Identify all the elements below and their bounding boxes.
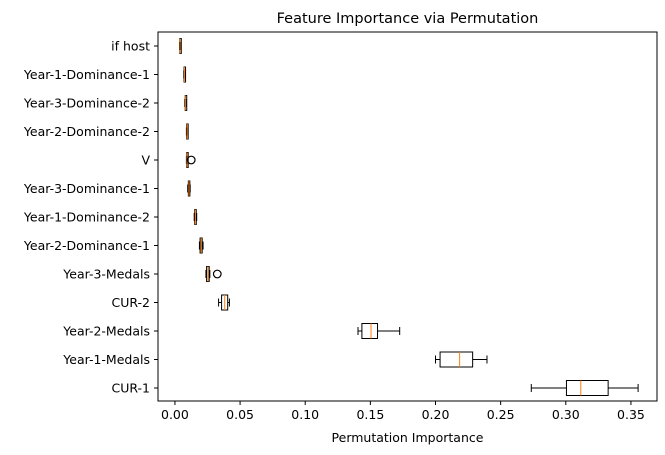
- y-tick-label: Year-3-Medals: [62, 267, 150, 282]
- x-tick-label: 0.05: [226, 407, 254, 422]
- flier-point: [186, 155, 196, 165]
- box-12: [530, 380, 639, 396]
- box-5: [187, 180, 191, 197]
- y-tick-label: if host: [111, 39, 150, 54]
- y-tick-label: CUR-1: [111, 381, 150, 396]
- box-6: [193, 209, 198, 225]
- x-tick-label: 0.15: [356, 407, 384, 422]
- box-2: [184, 95, 188, 111]
- box-1: [183, 66, 187, 83]
- y-tick-label: Year-3-Dominance-2: [23, 96, 150, 111]
- y-tick-label: Year-1-Dominance-1: [23, 67, 150, 82]
- box-8: [205, 266, 222, 282]
- y-axis-ticks: if host Year-1-Dominance-1 Year-3-Dominanc…: [23, 39, 158, 396]
- y-tick-label: Year-3-Dominance-1: [23, 181, 150, 196]
- x-tick-label: 0.10: [291, 407, 319, 422]
- x-axis-label: Permutation Importance: [332, 430, 484, 445]
- x-tick-label: 0.35: [617, 407, 645, 422]
- box-7: [198, 237, 204, 254]
- plot-area-frame: [157, 31, 658, 402]
- box-iqr: [361, 323, 379, 339]
- y-tick-label: Year-2-Dominance-2: [23, 124, 150, 139]
- x-tick-label: 0.00: [161, 407, 189, 422]
- box-11: [435, 351, 488, 368]
- box-group: [178, 38, 639, 396]
- box-10: [357, 323, 401, 339]
- x-tick-label: 0.30: [552, 407, 580, 422]
- y-tick-label: V: [141, 153, 150, 168]
- y-tick-label: Year-2-Medals: [62, 324, 150, 339]
- box-3: [185, 123, 189, 140]
- y-tick-label: Year-1-Dominance-2: [23, 210, 150, 225]
- x-tick-label: 0.25: [487, 407, 515, 422]
- box-4: [185, 152, 196, 168]
- x-tick-label: 0.20: [422, 407, 450, 422]
- flier-point: [212, 269, 222, 279]
- y-tick-label: CUR-2: [111, 295, 150, 310]
- box-iqr: [565, 380, 609, 396]
- y-tick-label: Year-1-Medals: [62, 352, 150, 367]
- box-0: [178, 38, 182, 54]
- x-axis-ticks: 0.00 0.05 0.10 0.15 0.20 0.25 0.30 0.35: [161, 401, 645, 422]
- y-tick-label: Year-2-Dominance-1: [23, 238, 150, 253]
- box-9: [218, 294, 230, 311]
- box-iqr: [439, 351, 474, 368]
- chart-title: Feature Importance via Permutation: [277, 11, 539, 27]
